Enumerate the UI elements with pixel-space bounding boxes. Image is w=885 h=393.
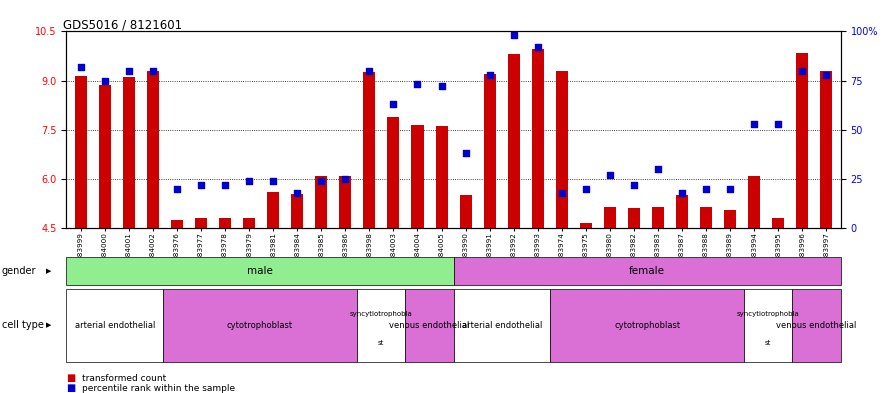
Point: [675, 189, 689, 196]
Point: [555, 189, 569, 196]
Bar: [267, 192, 279, 228]
Bar: [604, 207, 616, 228]
Point: [338, 176, 352, 182]
Text: venous endothelial: venous endothelial: [389, 321, 470, 330]
Point: [146, 68, 160, 74]
Bar: [700, 207, 712, 228]
Bar: [388, 117, 399, 228]
Text: arterial endothelial: arterial endothelial: [74, 321, 155, 330]
Point: [820, 72, 834, 78]
Bar: [219, 218, 231, 228]
Bar: [339, 176, 351, 228]
Text: cytotrophoblast: cytotrophoblast: [614, 321, 681, 330]
Text: syncytiotrophobla: syncytiotrophobla: [737, 311, 799, 317]
Text: female: female: [629, 266, 666, 276]
Point: [531, 44, 545, 50]
Bar: [75, 75, 87, 228]
Bar: [532, 50, 543, 228]
Point: [747, 121, 761, 127]
Text: gender: gender: [2, 266, 36, 276]
Bar: [195, 218, 207, 228]
Bar: [773, 218, 784, 228]
Bar: [243, 218, 255, 228]
Point: [122, 68, 136, 74]
Point: [579, 185, 593, 192]
Bar: [123, 77, 135, 228]
Point: [699, 185, 713, 192]
Bar: [435, 127, 448, 228]
Point: [218, 182, 232, 188]
Bar: [147, 71, 159, 228]
Point: [771, 121, 785, 127]
Point: [266, 178, 281, 184]
Bar: [364, 72, 375, 228]
Bar: [580, 223, 592, 228]
Bar: [459, 195, 472, 228]
Bar: [315, 176, 327, 228]
Text: ■: ■: [66, 373, 75, 383]
Bar: [748, 176, 760, 228]
Point: [458, 150, 473, 156]
Point: [290, 189, 304, 196]
Point: [482, 72, 496, 78]
Bar: [628, 208, 640, 228]
Point: [362, 68, 376, 74]
Text: st: st: [765, 340, 772, 346]
Text: cytotrophoblast: cytotrophoblast: [227, 321, 293, 330]
Text: syncytiotrophobla: syncytiotrophobla: [350, 311, 412, 317]
Text: st: st: [378, 340, 384, 346]
Point: [796, 68, 810, 74]
Bar: [483, 74, 496, 228]
Text: GDS5016 / 8121601: GDS5016 / 8121601: [63, 18, 181, 31]
Bar: [556, 71, 568, 228]
Text: ▶: ▶: [46, 322, 51, 328]
Bar: [796, 53, 808, 228]
Bar: [676, 195, 688, 228]
Text: male: male: [247, 266, 273, 276]
Text: transformed count: transformed count: [82, 374, 166, 382]
Point: [506, 32, 520, 39]
Point: [97, 77, 112, 84]
Text: percentile rank within the sample: percentile rank within the sample: [82, 384, 235, 393]
Point: [411, 81, 425, 88]
Bar: [99, 86, 111, 228]
Text: cell type: cell type: [2, 320, 43, 330]
Text: ■: ■: [66, 383, 75, 393]
Text: venous endothelial: venous endothelial: [776, 321, 857, 330]
Point: [627, 182, 641, 188]
Point: [194, 182, 208, 188]
Point: [242, 178, 257, 184]
Point: [73, 64, 88, 70]
Point: [723, 185, 737, 192]
Bar: [412, 125, 424, 228]
Text: arterial endothelial: arterial endothelial: [462, 321, 543, 330]
Bar: [724, 210, 736, 228]
Point: [650, 166, 665, 172]
Bar: [171, 220, 183, 228]
Point: [387, 101, 401, 107]
Bar: [820, 71, 832, 228]
Point: [435, 83, 449, 90]
Bar: [652, 207, 664, 228]
Bar: [508, 54, 519, 228]
Point: [170, 185, 184, 192]
Point: [603, 172, 617, 178]
Text: ▶: ▶: [46, 268, 51, 274]
Point: [314, 178, 328, 184]
Bar: [291, 193, 304, 228]
